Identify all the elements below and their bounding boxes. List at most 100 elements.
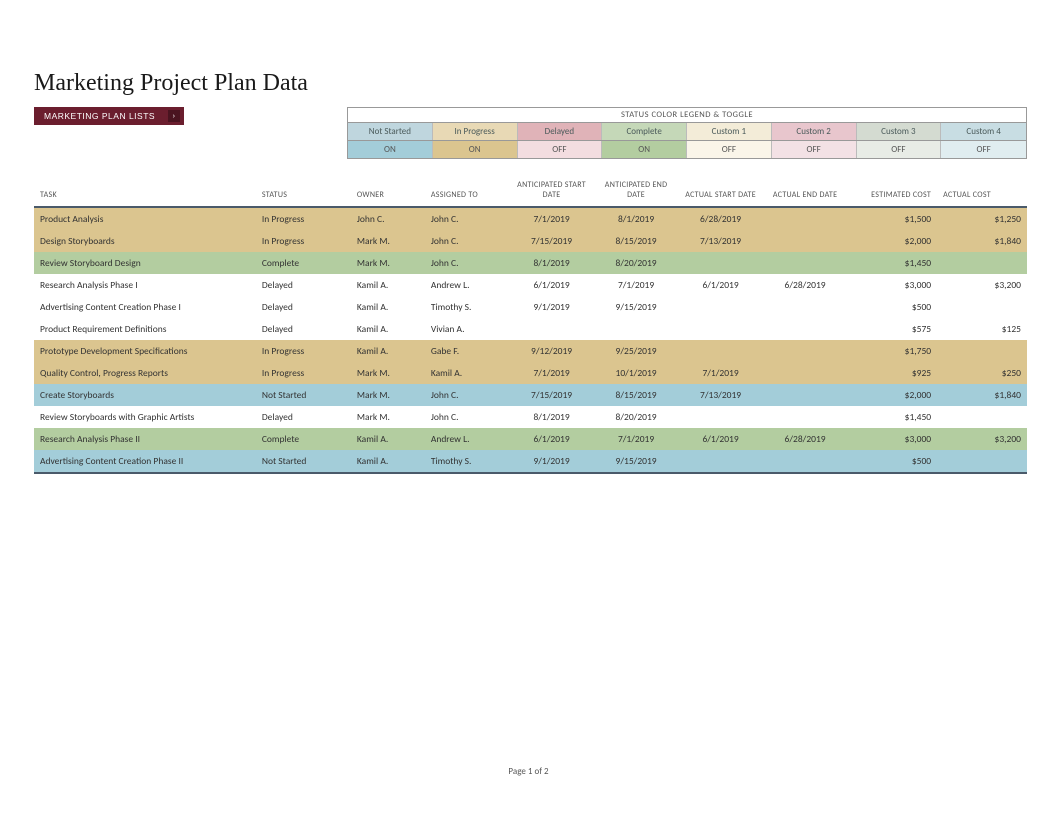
cell-antic-end: 9/25/2019 [594,340,679,362]
cell-status: In Progress [256,340,351,362]
cell-actual-start [678,406,763,428]
legend-cell: Custom 3 [857,123,942,140]
cell-status: In Progress [256,230,351,252]
legend-toggle[interactable]: OFF [857,141,942,158]
cell-task: Prototype Development Specifications [34,340,256,362]
table-row[interactable]: Design StoryboardsIn ProgressMark M.John… [34,230,1027,252]
cell-status: Delayed [256,296,351,318]
cell-task: Review Storyboard Design [34,252,256,274]
cell-status: Not Started [256,384,351,406]
cell-status: Delayed [256,318,351,340]
cell-assigned: Timothy S. [425,450,510,473]
cell-actual-end [763,362,848,384]
cell-antic-start: 9/12/2019 [509,340,594,362]
cell-owner: Mark M. [351,362,425,384]
cell-est-cost: $3,000 [847,428,937,450]
cell-antic-start: 7/1/2019 [509,207,594,230]
legend-color-row: Not StartedIn ProgressDelayedCompleteCus… [347,122,1027,141]
cell-actual-start: 6/1/2019 [678,274,763,296]
table-row[interactable]: Product AnalysisIn ProgressJohn C.John C… [34,207,1027,230]
legend-toggle[interactable]: ON [348,141,433,158]
legend-cell: Not Started [348,123,433,140]
legend-cell: Delayed [518,123,603,140]
page-title: Marketing Project Plan Data [34,70,1027,97]
cell-actual-start: 6/28/2019 [678,207,763,230]
col-actual-start: ACTUAL START DATE [678,177,763,207]
cell-antic-end: 8/15/2019 [594,230,679,252]
legend-toggle-row: ONONOFFONOFFOFFOFFOFF [347,141,1027,159]
marketing-plan-lists-button[interactable]: MARKETING PLAN LISTS › [34,107,184,125]
cell-antic-start: 8/1/2019 [509,252,594,274]
cell-assigned: John C. [425,207,510,230]
table-row[interactable]: Review Storyboards with Graphic ArtistsD… [34,406,1027,428]
cell-antic-start: 6/1/2019 [509,428,594,450]
legend-toggle[interactable]: ON [433,141,518,158]
col-owner: OWNER [351,177,425,207]
cell-actual-start: 7/13/2019 [678,384,763,406]
cell-act-cost: $1,840 [937,230,1027,252]
cell-actual-end [763,450,848,473]
legend-toggle[interactable]: ON [602,141,687,158]
legend-cell: Custom 2 [772,123,857,140]
table-row[interactable]: Review Storyboard DesignCompleteMark M.J… [34,252,1027,274]
cell-assigned: Vivian A. [425,318,510,340]
legend-toggle[interactable]: OFF [941,141,1026,158]
cell-assigned: John C. [425,384,510,406]
legend-toggle[interactable]: OFF [772,141,857,158]
col-actual-end: ACTUAL END DATE [763,177,848,207]
cell-owner: Kamil A. [351,318,425,340]
cell-task: Research Analysis Phase I [34,274,256,296]
table-row[interactable]: Prototype Development SpecificationsIn P… [34,340,1027,362]
cell-actual-start [678,296,763,318]
table-row[interactable]: Quality Control, Progress ReportsIn Prog… [34,362,1027,384]
cell-actual-start [678,318,763,340]
col-assigned: ASSIGNED TO [425,177,510,207]
cell-actual-end [763,406,848,428]
cell-act-cost: $125 [937,318,1027,340]
col-antic-start: ANTICIPATED START DATE [509,177,594,207]
page-footer: Page 1 of 2 [0,766,1057,777]
cell-assigned: Gabe F. [425,340,510,362]
cell-antic-end: 9/15/2019 [594,296,679,318]
cell-antic-start: 6/1/2019 [509,274,594,296]
cell-est-cost: $1,750 [847,340,937,362]
cell-actual-start: 6/1/2019 [678,428,763,450]
cell-est-cost: $3,000 [847,274,937,296]
cell-status: Complete [256,428,351,450]
cell-assigned: Andrew L. [425,428,510,450]
cell-est-cost: $500 [847,296,937,318]
cell-antic-end: 8/15/2019 [594,384,679,406]
legend-toggle[interactable]: OFF [687,141,772,158]
cell-assigned: Andrew L. [425,274,510,296]
cell-antic-end: 10/1/2019 [594,362,679,384]
cell-act-cost: $1,250 [937,207,1027,230]
table-row[interactable]: Product Requirement DefinitionsDelayedKa… [34,318,1027,340]
cell-assigned: John C. [425,230,510,252]
table-row[interactable]: Advertising Content Creation Phase IDela… [34,296,1027,318]
cell-antic-start: 7/15/2019 [509,230,594,252]
cell-antic-start: 7/1/2019 [509,362,594,384]
topbar: MARKETING PLAN LISTS › STATUS COLOR LEGE… [34,107,1027,159]
cell-actual-start: 7/1/2019 [678,362,763,384]
lists-button-label: MARKETING PLAN LISTS [44,111,155,121]
cell-actual-end [763,296,848,318]
cell-actual-end: 6/28/2019 [763,428,848,450]
cell-task: Research Analysis Phase II [34,428,256,450]
table-row[interactable]: Research Analysis Phase IDelayedKamil A.… [34,274,1027,296]
cell-antic-end: 8/20/2019 [594,406,679,428]
cell-status: Not Started [256,450,351,473]
cell-act-cost [937,450,1027,473]
table-row[interactable]: Advertising Content Creation Phase IINot… [34,450,1027,473]
cell-task: Design Storyboards [34,230,256,252]
cell-owner: John C. [351,207,425,230]
table-row[interactable]: Create StoryboardsNot StartedMark M.John… [34,384,1027,406]
cell-act-cost [937,252,1027,274]
table-row[interactable]: Research Analysis Phase IICompleteKamil … [34,428,1027,450]
col-est-cost: ESTIMATED COST [847,177,937,207]
legend-toggle[interactable]: OFF [518,141,603,158]
cell-antic-end: 8/1/2019 [594,207,679,230]
cell-antic-start: 9/1/2019 [509,296,594,318]
col-task: TASK [34,177,256,207]
cell-owner: Kamil A. [351,296,425,318]
legend-cell: Complete [602,123,687,140]
